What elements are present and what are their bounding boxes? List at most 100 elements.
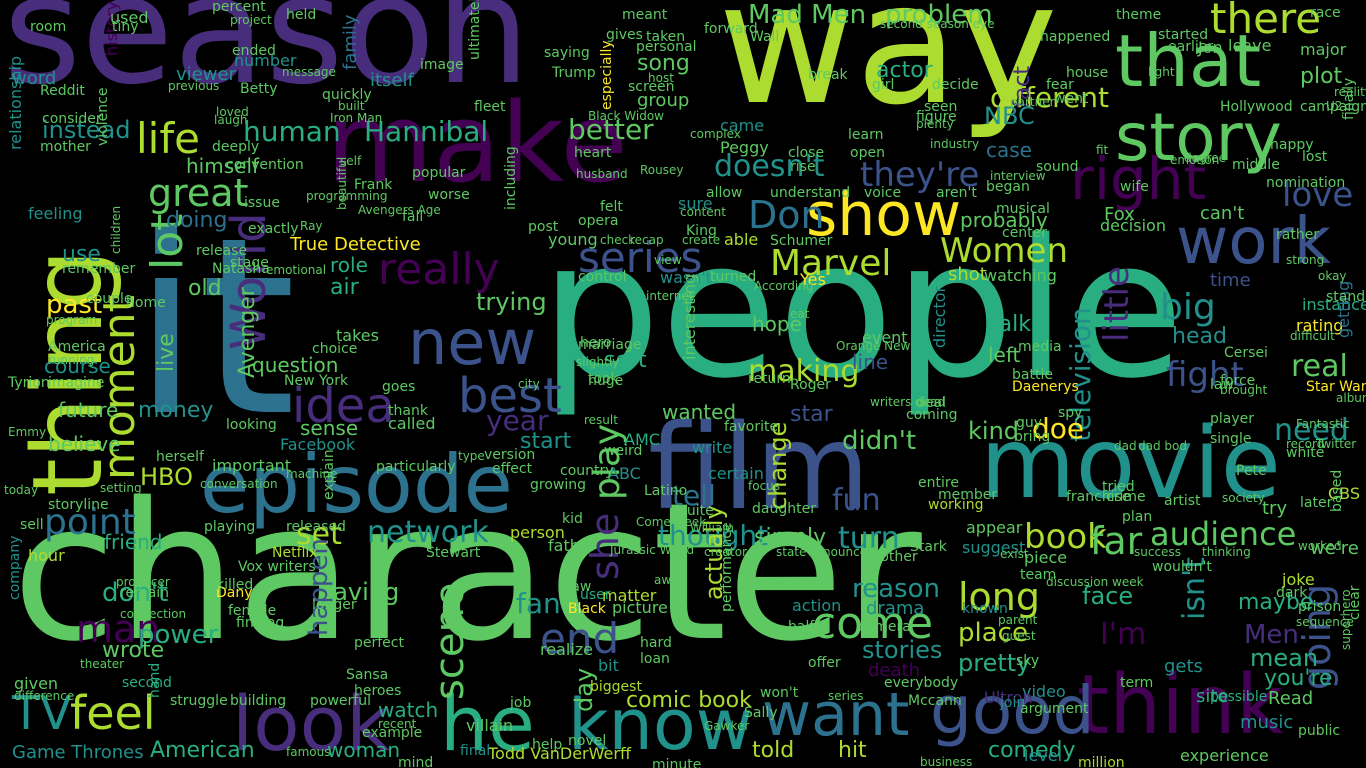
word-story: story <box>1115 99 1282 176</box>
word-powerful: powerful <box>310 693 371 709</box>
word-meant: meant <box>622 7 668 23</box>
word-imagine: imagine <box>48 375 105 391</box>
word-song: song <box>637 51 690 76</box>
word-really: really <box>378 244 500 295</box>
word-novel: novel <box>568 733 607 749</box>
word-final-words: second season eye <box>880 17 995 31</box>
word-time: time <box>1210 270 1251 291</box>
word-marriage: marriage <box>578 337 642 353</box>
word-bit: bit <box>598 656 619 675</box>
word-series: series <box>578 233 703 282</box>
word-make: make <box>326 79 629 207</box>
word-control: control <box>578 269 627 285</box>
word-won-t: won't <box>760 685 799 701</box>
word-exactly: exactly <box>248 221 299 237</box>
word-hit: hit <box>838 738 867 763</box>
word-join: join <box>1000 695 1026 711</box>
word-dad: dad <box>1114 439 1137 453</box>
word-convention: convention <box>226 157 304 173</box>
word-violence: violence <box>95 87 111 146</box>
word-future: future <box>58 398 119 422</box>
word-show: show <box>806 180 962 250</box>
word-deal: deal <box>916 395 946 411</box>
word-picture: picture <box>612 598 668 617</box>
word-marvel: Marvel <box>770 243 892 284</box>
word-thinking: thinking <box>1202 545 1251 559</box>
word-law: law <box>1210 377 1234 393</box>
word-he: he <box>440 679 535 768</box>
word-daughter: daughter <box>752 501 816 517</box>
word-fall: fall <box>402 209 424 225</box>
word-ray: Ray <box>300 219 323 233</box>
word-wrote: wrote <box>102 638 165 663</box>
word-learn: learn <box>848 127 884 143</box>
word-king: King <box>686 223 717 239</box>
word-artist: artist <box>1164 493 1201 509</box>
word-work: work <box>1176 205 1331 279</box>
word-feeling: feeling <box>28 204 83 223</box>
word-need: need <box>1274 413 1349 448</box>
word-public: public <box>1298 723 1341 739</box>
word-group: group <box>637 90 690 111</box>
word-peggy: Peggy <box>720 138 769 157</box>
word-you-re: you're <box>1264 666 1333 691</box>
word-huge: huge <box>588 373 624 389</box>
word-stewart: Stewart <box>426 545 481 561</box>
word-told: told <box>752 738 795 763</box>
word-dark: dark <box>1276 585 1308 601</box>
word-amc: AMC <box>624 430 660 449</box>
word-matter: matter <box>602 586 657 605</box>
word-sally: Sally <box>744 705 778 721</box>
word-way: way <box>718 0 1058 142</box>
word-love: love <box>1282 175 1354 215</box>
word-play: play <box>587 423 628 500</box>
word-hbo: HBO <box>140 463 193 491</box>
word-race: race <box>1310 5 1341 21</box>
word-longer: longer <box>312 597 357 613</box>
word-record: record <box>1286 437 1325 451</box>
word-tiny: tiny <box>112 19 139 35</box>
word-deeply: deeply <box>212 139 260 155</box>
word-good: good <box>930 672 1095 749</box>
word-piece: piece <box>1024 548 1068 567</box>
word-conversation: conversation <box>200 477 278 491</box>
word-natasha: Natasha <box>212 261 270 277</box>
word-especially: especially <box>599 40 615 110</box>
word-recent: recent <box>378 717 417 731</box>
word-couple: couple <box>86 291 133 307</box>
word-live: live <box>154 333 179 372</box>
word-worse: worse <box>428 187 470 203</box>
word-american: American <box>150 738 255 763</box>
word-wasn-t: wasn't <box>660 268 713 287</box>
word-doing: doing <box>166 208 228 233</box>
word-able: able <box>724 230 759 249</box>
word-feel-small: felt <box>600 199 623 215</box>
word-reddit: Reddit <box>40 83 85 99</box>
word-rise: rise <box>790 159 816 175</box>
word-argument: argument <box>1020 701 1089 717</box>
word-hannibal: Hannibal <box>364 115 489 148</box>
word-member: member <box>938 487 998 503</box>
word-musical: musical <box>996 201 1050 217</box>
word-film: film <box>648 398 871 536</box>
word-tv: TV <box>12 686 72 740</box>
word-better: better <box>568 113 654 146</box>
word-new: new <box>408 306 537 379</box>
word-use: use <box>62 242 101 267</box>
word-stark: Stark <box>910 539 947 555</box>
word-different: different <box>990 81 1109 114</box>
word-point: point <box>44 502 136 543</box>
word-little: little <box>1097 266 1137 342</box>
word-given: given <box>14 674 59 693</box>
word-famous: famous <box>286 745 331 759</box>
word-daenerys: Daenerys <box>1012 379 1079 395</box>
word-consider: consider <box>42 111 102 127</box>
word-city: city <box>518 377 540 391</box>
word-start: start <box>520 429 572 454</box>
word-avengers-age: Avengers Age <box>358 203 441 217</box>
word-human: human <box>243 115 341 148</box>
word-effect: effect <box>492 461 533 477</box>
word-strong: strong <box>1286 253 1325 267</box>
word-nomination: nomination <box>1266 175 1346 191</box>
